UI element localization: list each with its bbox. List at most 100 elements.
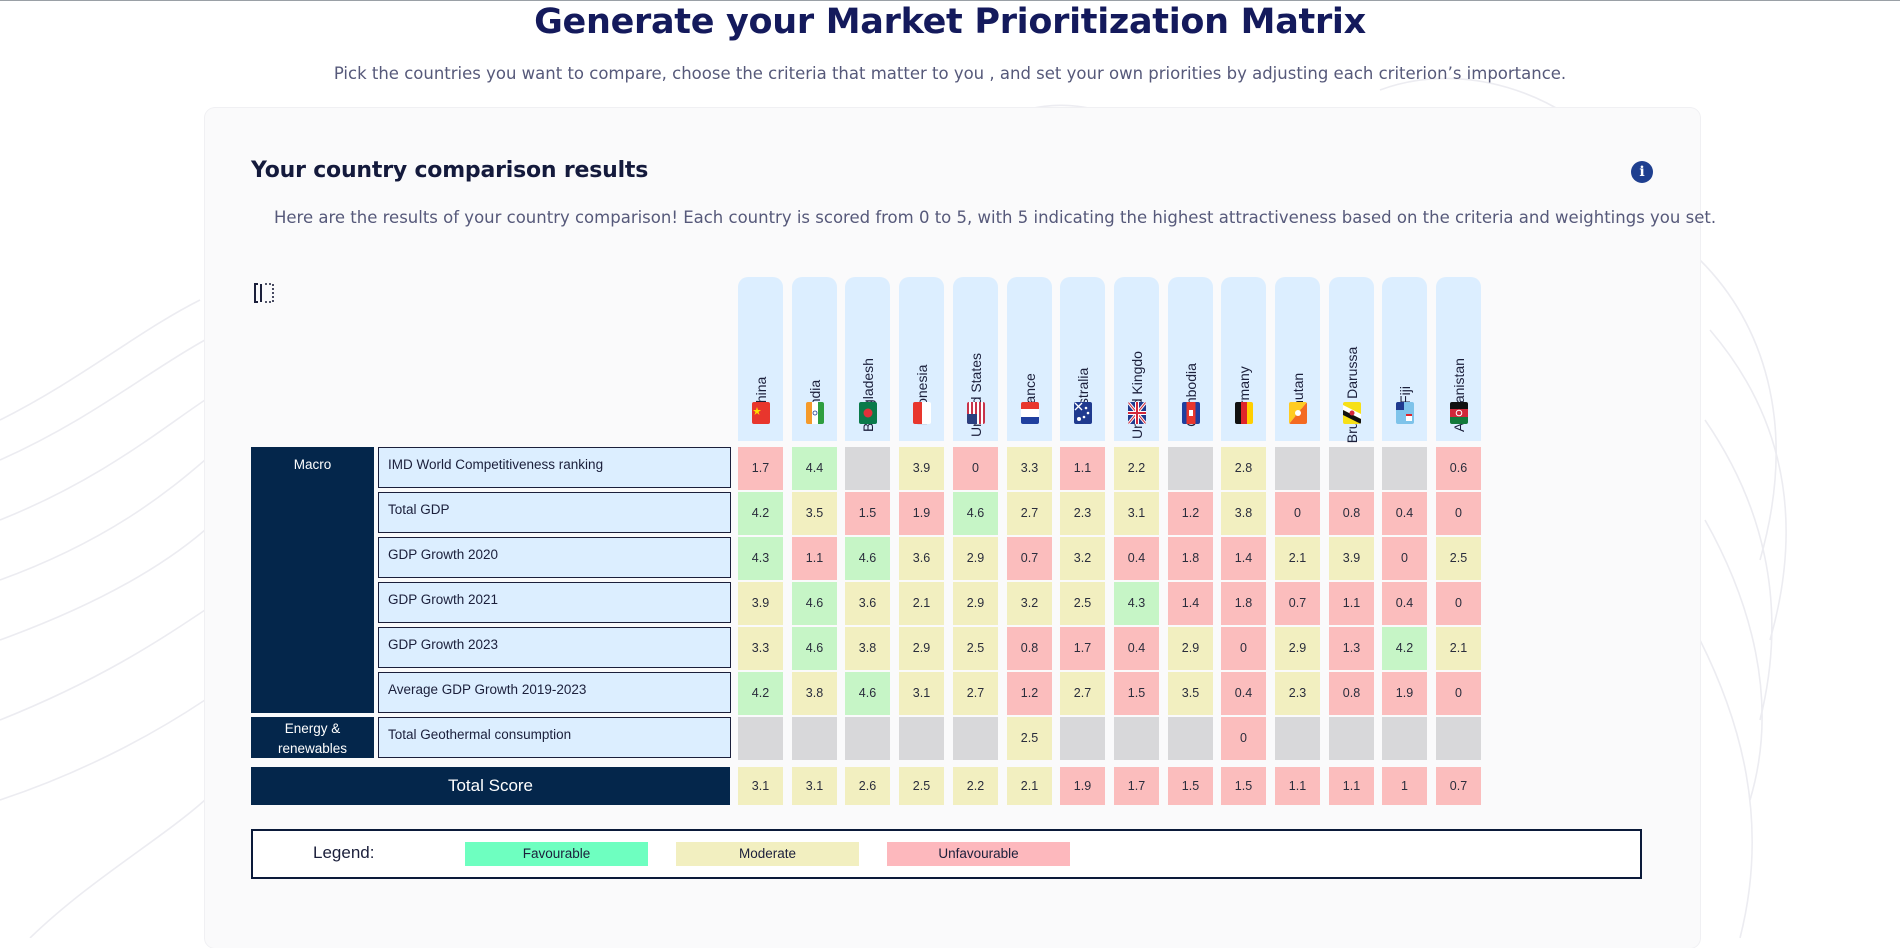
- flag-australia-icon: [1074, 402, 1092, 424]
- score-cell: 4.6: [953, 492, 998, 535]
- score-cell: 2.9: [953, 582, 998, 625]
- score-cell: 2.9: [899, 627, 944, 670]
- country-column-india[interactable]: India: [792, 277, 837, 441]
- score-cell: 0.4: [1221, 672, 1266, 715]
- score-cell: 2.8: [1221, 447, 1266, 490]
- flag-fiji-icon: [1396, 402, 1414, 424]
- info-icon[interactable]: i: [1631, 161, 1653, 183]
- country-column-france[interactable]: France: [1007, 277, 1052, 441]
- score-cell: 2.3: [1060, 492, 1105, 535]
- flag-china-icon: [752, 402, 770, 424]
- score-cell: 2.9: [1168, 627, 1213, 670]
- score-cell: 2.3: [1275, 672, 1320, 715]
- score-cell: 3.3: [1007, 447, 1052, 490]
- score-cell: 1.7: [738, 447, 783, 490]
- country-column-bangladesh[interactable]: Bangladesh: [845, 277, 890, 441]
- score-cell: 3.6: [845, 582, 890, 625]
- score-cell: 1.5: [1114, 672, 1159, 715]
- score-cell: 1.1: [1329, 582, 1374, 625]
- score-cell: 3.2: [1007, 582, 1052, 625]
- score-cell: [738, 717, 783, 760]
- flag-united-states-icon: [967, 402, 985, 424]
- results-title: Your country comparison results: [251, 158, 649, 183]
- score-cell: 0: [1436, 582, 1481, 625]
- criteria-group-macro: Macro: [251, 447, 374, 713]
- score-cell: 1.1: [1060, 447, 1105, 490]
- score-cell: 3.9: [738, 582, 783, 625]
- score-cell: 0: [1221, 717, 1266, 760]
- score-cell: 2.1: [1436, 627, 1481, 670]
- score-cell: 3.2: [1060, 537, 1105, 580]
- score-cell: 0: [1382, 537, 1427, 580]
- score-cell: 1.2: [1168, 492, 1213, 535]
- country-column-germany[interactable]: Germany: [1221, 277, 1266, 441]
- score-cell: 3.8: [1221, 492, 1266, 535]
- score-cell: 0.8: [1329, 672, 1374, 715]
- criterion-imd-world-competitiveness-ranking: IMD World Competitiveness ranking: [378, 447, 731, 488]
- score-cell: 0.8: [1007, 627, 1052, 670]
- country-column-indonesia[interactable]: Indonesia: [899, 277, 944, 441]
- score-cell: 0.4: [1114, 537, 1159, 580]
- score-cell: 0.6: [1436, 447, 1481, 490]
- flag-india-icon: [806, 402, 824, 424]
- score-cell: [1382, 447, 1427, 490]
- total-score-cell: 1.5: [1221, 767, 1266, 805]
- score-cell: 0: [953, 447, 998, 490]
- score-cell: [792, 717, 837, 760]
- page-title: Generate your Market Prioritization Matr…: [534, 2, 1366, 42]
- flag-brunei-icon: [1343, 402, 1361, 424]
- country-name: Fiji: [1396, 386, 1413, 404]
- score-cell: 1.8: [1168, 537, 1213, 580]
- score-cell: 0: [1221, 627, 1266, 670]
- score-cell: 3.5: [1168, 672, 1213, 715]
- score-cell: 0: [1436, 672, 1481, 715]
- score-cell: [1275, 717, 1320, 760]
- score-cell: 4.3: [1114, 582, 1159, 625]
- total-score-label: Total Score: [251, 767, 730, 805]
- score-cell: [1436, 717, 1481, 760]
- score-cell: 3.8: [845, 627, 890, 670]
- criterion-total-geothermal-consumption: Total Geothermal consumption: [378, 717, 731, 758]
- country-column-brunei-darussa[interactable]: Brunei Darussa: [1329, 277, 1374, 443]
- top-border: [0, 0, 1900, 1]
- country-column-afghanistan[interactable]: Afghanistan: [1436, 277, 1481, 441]
- country-name: France: [1021, 373, 1038, 417]
- score-cell: 4.6: [845, 537, 890, 580]
- country-column-united-kingdo[interactable]: United Kingdo: [1114, 277, 1159, 441]
- score-cell: 3.9: [899, 447, 944, 490]
- country-name: Indonesia: [913, 364, 930, 426]
- score-cell: 3.9: [1329, 537, 1374, 580]
- columns-toggle-icon[interactable]: [252, 281, 276, 305]
- score-cell: 0.7: [1007, 537, 1052, 580]
- score-cell: 2.5: [1436, 537, 1481, 580]
- score-cell: [899, 717, 944, 760]
- score-cell: 1.2: [1007, 672, 1052, 715]
- country-name: United States: [967, 352, 984, 438]
- country-column-bhutan[interactable]: Bhutan: [1275, 277, 1320, 441]
- score-cell: 2.9: [1275, 627, 1320, 670]
- score-cell: 3.8: [792, 672, 837, 715]
- country-column-fiji[interactable]: Fiji: [1382, 277, 1427, 441]
- country-column-china[interactable]: China: [738, 277, 783, 441]
- country-column-cambodia[interactable]: Cambodia: [1168, 277, 1213, 441]
- score-cell: 2.7: [1060, 672, 1105, 715]
- score-cell: 3.3: [738, 627, 783, 670]
- criteria-group-label: Energy & renewables: [277, 721, 348, 756]
- country-column-australia[interactable]: Australia: [1060, 277, 1105, 441]
- score-cell: 4.6: [845, 672, 890, 715]
- score-cell: 2.2: [1114, 447, 1159, 490]
- score-cell: 2.5: [953, 627, 998, 670]
- criterion-gdp-growth-2021: GDP Growth 2021: [378, 582, 731, 623]
- country-name: United Kingdo: [1128, 351, 1145, 439]
- score-cell: [1060, 717, 1105, 760]
- legend-title: Legend:: [313, 843, 375, 862]
- score-cell: 1.8: [1221, 582, 1266, 625]
- score-cell: 0: [1436, 492, 1481, 535]
- score-cell: 0.4: [1114, 627, 1159, 670]
- criterion-average-gdp-growth-2019-2023: Average GDP Growth 2019-2023: [378, 672, 731, 713]
- score-cell: 1.5: [845, 492, 890, 535]
- country-column-united-states[interactable]: United States: [953, 277, 998, 441]
- criterion-gdp-growth-2020: GDP Growth 2020: [378, 537, 731, 578]
- country-name: Bhutan: [1289, 372, 1306, 418]
- legend-moderate: Moderate: [676, 842, 859, 866]
